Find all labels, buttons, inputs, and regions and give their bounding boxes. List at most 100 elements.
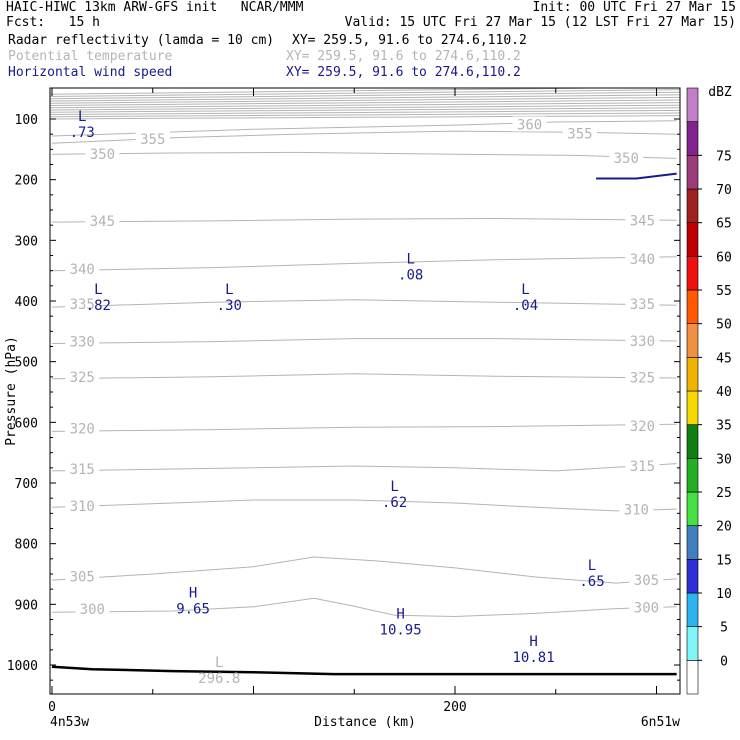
y-tick-label: 300 bbox=[15, 234, 38, 249]
theta-contour-label: 315 bbox=[70, 462, 95, 478]
colorbar-level-label: 50 bbox=[716, 318, 732, 333]
colorbar-level-label: 10 bbox=[716, 587, 732, 602]
wind-extremum-value: .30 bbox=[217, 298, 242, 314]
colorbar-swatch bbox=[686, 357, 699, 392]
colorbar-level-label: 55 bbox=[716, 284, 732, 299]
theta-contour-line bbox=[51, 256, 677, 272]
theta-contour-label: 340 bbox=[630, 252, 655, 268]
theta-contour-label: 335 bbox=[630, 297, 655, 313]
colorbar-level-label: 35 bbox=[716, 419, 732, 434]
theta-contour-label: 320 bbox=[630, 419, 655, 435]
theta-contour-label: 340 bbox=[70, 262, 95, 278]
colorbar-swatch bbox=[686, 424, 699, 459]
theta-contour-label: 330 bbox=[630, 334, 655, 350]
y-tick-label: 800 bbox=[15, 538, 38, 553]
colorbar-swatch bbox=[686, 222, 699, 257]
theta-contour-label: 300 bbox=[80, 602, 105, 618]
theta-contour-label: 325 bbox=[630, 370, 655, 386]
wind-extremum-value: .65 bbox=[579, 574, 604, 590]
surface-line bbox=[51, 665, 677, 676]
theta-contour-line bbox=[51, 299, 677, 308]
y-tick-label: 100 bbox=[15, 113, 38, 128]
theta-contour-line bbox=[51, 120, 677, 137]
theta-contour-line bbox=[50, 104, 680, 111]
wind-extremum-type: L bbox=[94, 282, 102, 298]
theta-extremum-type: L bbox=[215, 655, 223, 671]
colorbar-swatch bbox=[686, 390, 699, 425]
colorbar-swatch bbox=[686, 87, 699, 122]
theta-contour-label: 350 bbox=[614, 151, 639, 167]
wind-extremum-value: .08 bbox=[398, 268, 423, 284]
wind-extremum-type: H bbox=[189, 585, 197, 601]
wind-extremum-type: L bbox=[588, 558, 596, 574]
y-tick-label: 1000 bbox=[7, 659, 38, 674]
wind-extremum-value: .82 bbox=[86, 298, 111, 314]
theta-contour-label: 310 bbox=[70, 499, 95, 515]
field-xy-theta: XY= 259.5, 91.6 to 274.6,110.2 bbox=[286, 49, 521, 64]
wind-extremum-type: L bbox=[78, 109, 86, 125]
colorbar-level-label: 5 bbox=[720, 621, 728, 636]
y-axis-title: Pressure (hPa) bbox=[4, 336, 19, 446]
theta-contour-line bbox=[51, 338, 677, 344]
x-axis-title: Distance (km) bbox=[314, 715, 416, 730]
colorbar-swatch bbox=[686, 289, 699, 324]
theta-contour-line bbox=[50, 109, 680, 115]
theta-contour-label: 355 bbox=[140, 132, 165, 148]
theta-contour-line bbox=[50, 96, 680, 104]
y-tick-label: 400 bbox=[15, 295, 38, 310]
colorbar-level-label: 70 bbox=[716, 183, 732, 198]
y-tick-label: 600 bbox=[15, 416, 38, 431]
theta-contour-line bbox=[50, 115, 680, 120]
wind-extremum-value: .04 bbox=[513, 298, 538, 314]
theta-contour-label: 335 bbox=[70, 297, 95, 313]
theta-contour-label: 360 bbox=[517, 117, 542, 133]
theta-contour-line bbox=[51, 597, 677, 618]
wind-extremum-value: 10.81 bbox=[513, 650, 555, 666]
theta-contour-label: 350 bbox=[90, 147, 115, 163]
wind-extremum-value: 10.95 bbox=[380, 623, 422, 639]
theta-contour-label: 305 bbox=[70, 569, 95, 585]
colorbar-level-label: 25 bbox=[716, 486, 732, 501]
colorbar-swatch bbox=[686, 491, 699, 526]
theta-contour-line bbox=[51, 373, 677, 380]
theta-contour-line bbox=[50, 91, 680, 100]
wind-extremum-type: L bbox=[225, 282, 233, 298]
colorbar-level-label: 65 bbox=[716, 217, 732, 232]
field-label-reflectivity: Radar reflectivity (lamda = 10 cm) bbox=[8, 33, 275, 48]
theta-contour-line bbox=[51, 423, 677, 432]
theta-contour-label: 355 bbox=[567, 127, 592, 143]
forecast-hour: Fcst: 15 h bbox=[6, 15, 100, 30]
theta-contour-label: 325 bbox=[70, 370, 95, 386]
field-xy-reflectivity: XY= 259.5, 91.6 to 274.6,110.2 bbox=[292, 33, 527, 48]
colorbar-swatch bbox=[686, 559, 699, 594]
wind-extremum-value: 9.65 bbox=[176, 601, 210, 617]
right-endpoint-label: 6n51w bbox=[641, 715, 680, 730]
theta-contour-label: 315 bbox=[630, 459, 655, 475]
theta-contour-line bbox=[50, 107, 680, 113]
field-label-wind: Horizontal wind speed bbox=[8, 65, 173, 80]
wind-extremum-type: H bbox=[529, 634, 537, 650]
colorbar-swatch bbox=[686, 155, 699, 190]
theta-contour-line bbox=[50, 102, 680, 109]
colorbar-swatch bbox=[686, 458, 699, 493]
theta-contour-label: 345 bbox=[630, 213, 655, 229]
theta-contour-line bbox=[50, 94, 680, 102]
colorbar-unit: dBZ bbox=[708, 85, 732, 100]
left-endpoint-label: 4n53w bbox=[50, 715, 89, 730]
theta-contour-label: 305 bbox=[634, 573, 659, 589]
wind-contour-line bbox=[596, 172, 677, 180]
colorbar-swatch bbox=[686, 323, 699, 358]
x-tick-label: 200 bbox=[443, 700, 466, 715]
colorbar-swatch bbox=[686, 121, 699, 156]
colorbar-swatch bbox=[686, 592, 699, 627]
theta-contour-line bbox=[50, 112, 680, 118]
colorbar-level-label: 20 bbox=[716, 520, 732, 535]
theta-contour-line bbox=[51, 217, 677, 223]
colorbar-swatch bbox=[686, 188, 699, 223]
theta-contour-label: 300 bbox=[634, 600, 659, 616]
y-tick-label: 900 bbox=[15, 598, 38, 613]
theta-contour-label: 320 bbox=[70, 421, 95, 437]
init-time: Init: 00 UTC Fri 27 Mar 15 bbox=[532, 0, 737, 15]
x-tick-label: 0 bbox=[48, 700, 56, 715]
